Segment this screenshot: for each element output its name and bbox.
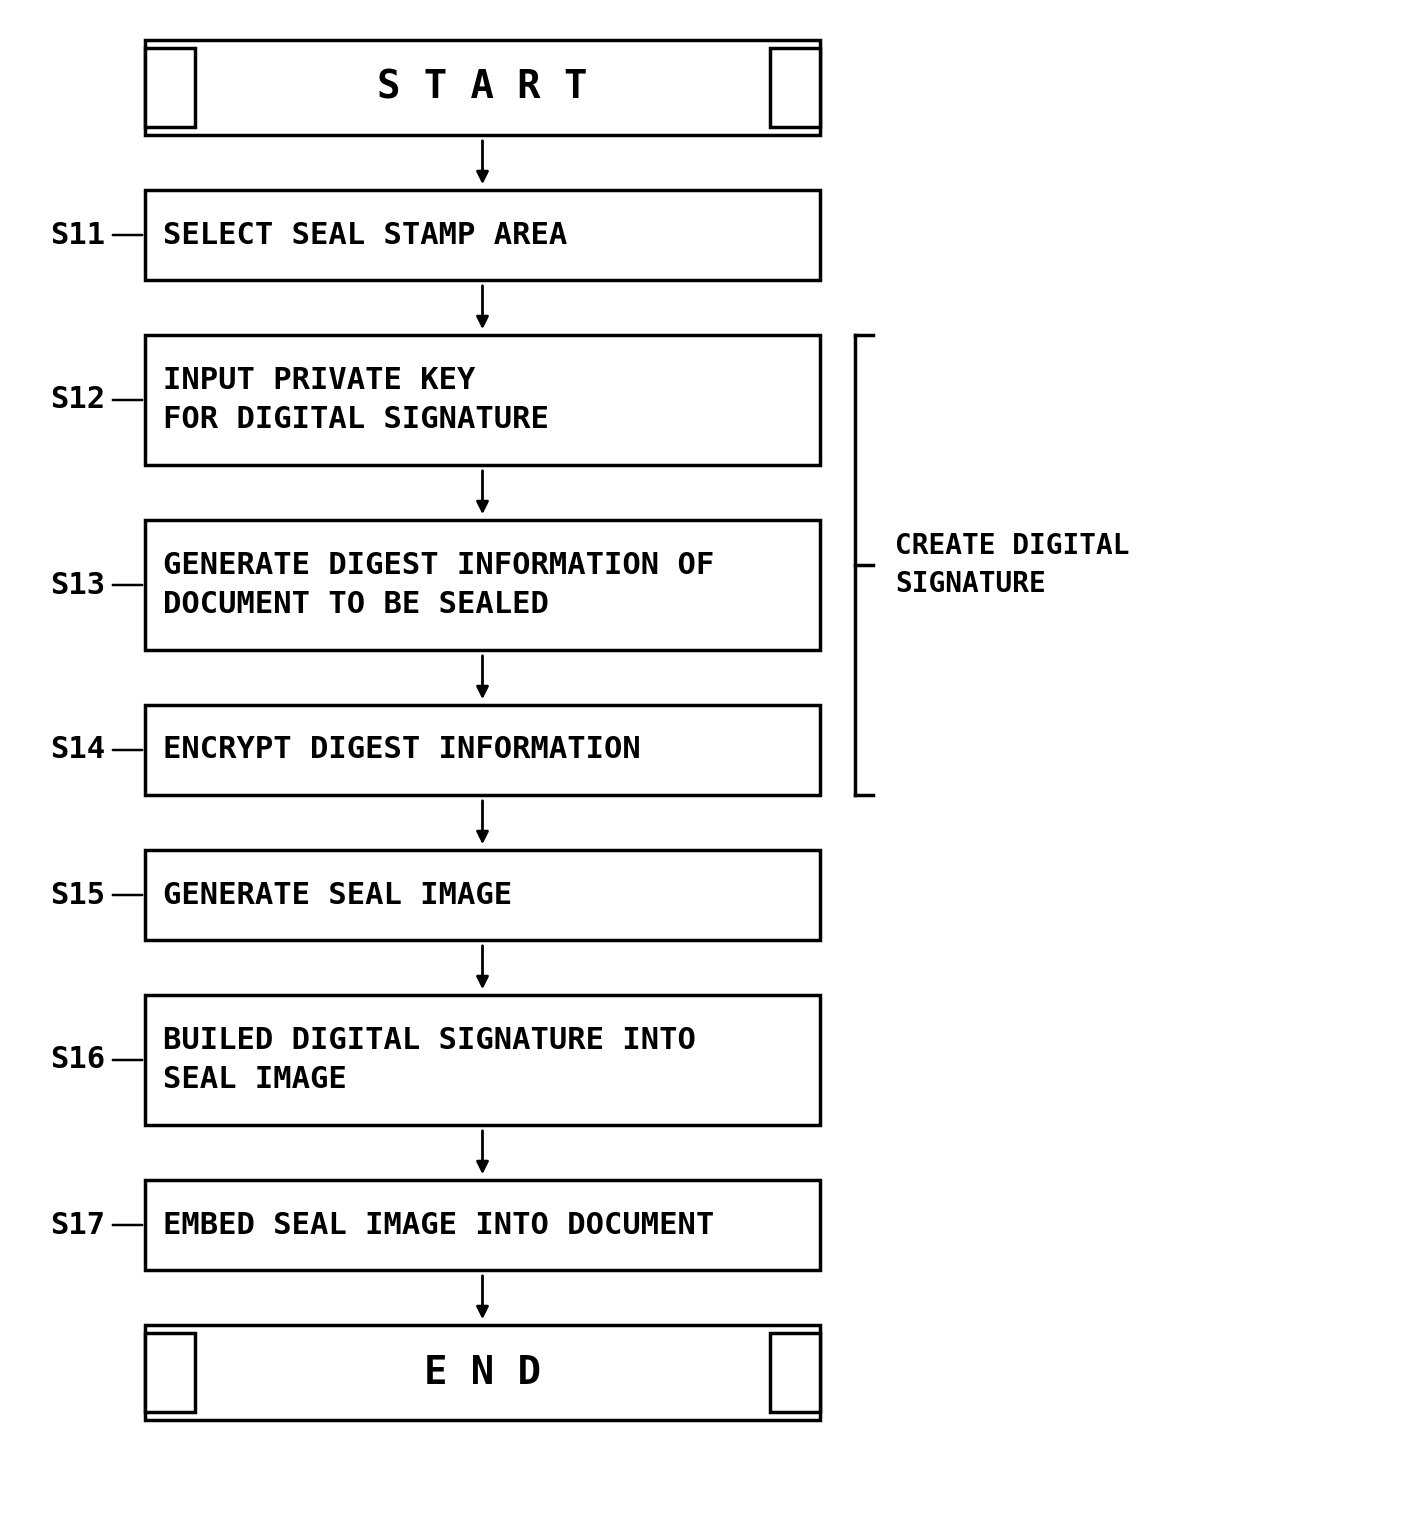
Text: S11: S11 [49, 221, 104, 250]
Text: GENERATE DIGEST INFORMATION OF
DOCUMENT TO BE SEALED: GENERATE DIGEST INFORMATION OF DOCUMENT … [164, 551, 714, 618]
Text: SELECT SEAL STAMP AREA: SELECT SEAL STAMP AREA [164, 221, 567, 250]
Bar [770, 1333, 820, 1411]
Bar [145, 1325, 820, 1420]
Text: GENERATE SEAL IMAGE: GENERATE SEAL IMAGE [164, 881, 512, 910]
Bar [145, 996, 820, 1124]
Bar [145, 850, 820, 940]
Text: BUILED DIGITAL SIGNATURE INTO
SEAL IMAGE: BUILED DIGITAL SIGNATURE INTO SEAL IMAGE [164, 1026, 696, 1094]
Text: E N D: E N D [425, 1353, 540, 1391]
Bar [145, 40, 820, 135]
Text: ENCRYPT DIGEST INFORMATION: ENCRYPT DIGEST INFORMATION [164, 735, 641, 764]
Bar [145, 1180, 820, 1270]
Bar [145, 520, 820, 650]
Text: S12: S12 [49, 385, 104, 414]
Text: S17: S17 [49, 1210, 104, 1239]
Bar [145, 706, 820, 795]
Bar [145, 48, 195, 127]
Bar [770, 48, 820, 127]
Text: S T A R T: S T A R T [377, 69, 588, 106]
Text: CREATE DIGITAL
SIGNATURE: CREATE DIGITAL SIGNATURE [895, 531, 1129, 598]
Text: S15: S15 [49, 881, 104, 910]
Text: S14: S14 [49, 735, 104, 764]
Text: INPUT PRIVATE KEY
FOR DIGITAL SIGNATURE: INPUT PRIVATE KEY FOR DIGITAL SIGNATURE [164, 367, 549, 434]
Text: EMBED SEAL IMAGE INTO DOCUMENT: EMBED SEAL IMAGE INTO DOCUMENT [164, 1210, 714, 1239]
Bar [145, 190, 820, 281]
Bar [145, 1333, 195, 1411]
Text: S16: S16 [49, 1046, 104, 1074]
Bar [145, 334, 820, 465]
Text: S13: S13 [49, 571, 104, 600]
